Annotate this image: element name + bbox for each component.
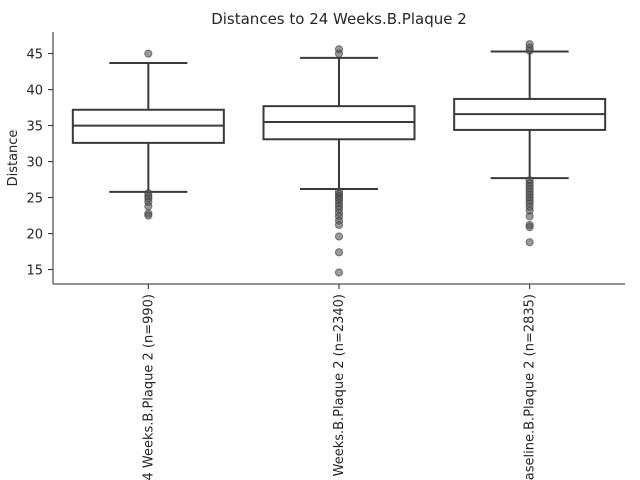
y-tick-label: 30 bbox=[26, 156, 43, 171]
outlier-point bbox=[144, 202, 153, 211]
y-tick-label: 15 bbox=[26, 264, 43, 279]
outlier-point bbox=[334, 220, 344, 230]
x-tick-label: Baseline.B.Plaque 2 (n=2835) bbox=[523, 294, 538, 480]
chart-title: Distances to 24 Weeks.B.Plaque 2 bbox=[211, 10, 467, 28]
y-tick-label: 25 bbox=[26, 192, 43, 207]
y-tick-label: 40 bbox=[26, 84, 43, 99]
y-axis-label: Distance bbox=[6, 130, 21, 187]
outlier-point bbox=[334, 49, 344, 58]
outlier-point bbox=[334, 268, 344, 277]
outlier-point bbox=[525, 212, 534, 221]
outlier-point bbox=[144, 49, 153, 58]
box-group bbox=[71, 49, 225, 220]
box-group bbox=[262, 45, 416, 277]
outlier-point bbox=[525, 238, 534, 247]
y-tick-label: 35 bbox=[26, 120, 43, 135]
outlier-point bbox=[525, 46, 534, 55]
x-tick-label: 12 Weeks.B.Plaque 2 (n=2340) bbox=[332, 294, 347, 480]
y-tick-label: 45 bbox=[26, 48, 43, 63]
x-tick-label: 24 Weeks.B.Plaque 2 (n=990) bbox=[141, 294, 156, 480]
outlier-point bbox=[334, 248, 344, 257]
outlier-point bbox=[334, 232, 344, 241]
y-tick-label: 20 bbox=[26, 228, 43, 243]
plot-area bbox=[71, 40, 607, 277]
outlier-point bbox=[525, 223, 534, 232]
box-group bbox=[453, 40, 607, 247]
outlier-point bbox=[144, 211, 153, 220]
